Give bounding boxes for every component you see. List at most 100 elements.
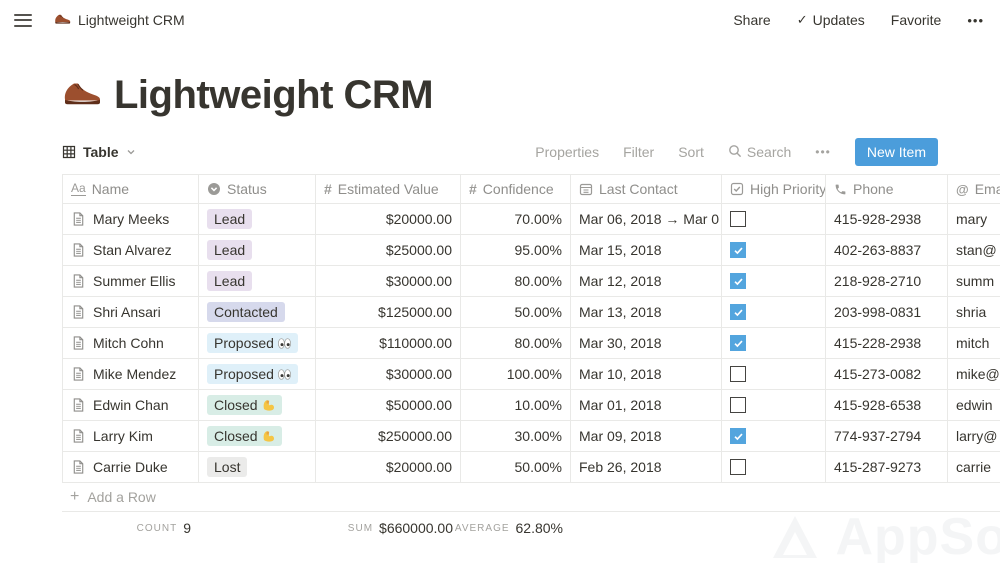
column-header-high-priority[interactable]: High Priority <box>722 174 826 203</box>
phone-cell[interactable]: 415-928-6538 <box>826 390 948 421</box>
estimated-value-cell[interactable]: $30000.00 <box>316 266 461 297</box>
email-cell[interactable]: larry@ <box>948 421 1000 452</box>
name-cell[interactable]: Summer Ellis <box>62 266 199 297</box>
status-cell[interactable]: Lead <box>199 204 316 235</box>
new-item-button[interactable]: New Item <box>854 138 938 166</box>
checkbox-unchecked-icon[interactable] <box>730 366 746 382</box>
search-button[interactable]: Search <box>728 144 791 161</box>
high-priority-cell[interactable] <box>722 266 826 297</box>
checkbox-unchecked-icon[interactable] <box>730 397 746 413</box>
favorite-button[interactable]: Favorite <box>890 12 942 28</box>
status-cell[interactable]: Closed <box>199 390 316 421</box>
phone-cell[interactable]: 402-263-8837 <box>826 235 948 266</box>
phone-cell[interactable]: 218-928-2710 <box>826 266 948 297</box>
last-contact-cell[interactable]: Mar 06, 2018 → Mar 0 <box>571 204 722 235</box>
column-header-confidence[interactable]: # Confidence <box>461 174 571 203</box>
email-cell[interactable]: shria <box>948 297 1000 328</box>
column-header-estimated-value[interactable]: # Estimated Value <box>316 174 461 203</box>
confidence-cell[interactable]: 10.00% <box>461 390 571 421</box>
email-cell[interactable]: mitch <box>948 328 1000 359</box>
high-priority-cell[interactable] <box>722 204 826 235</box>
name-cell[interactable]: Mike Mendez <box>62 359 199 390</box>
high-priority-cell[interactable] <box>722 359 826 390</box>
email-cell[interactable]: mike@ <box>948 359 1000 390</box>
name-cell[interactable]: Shri Ansari <box>62 297 199 328</box>
name-cell[interactable]: Edwin Chan <box>62 390 199 421</box>
name-cell[interactable]: Mitch Cohn <box>62 328 199 359</box>
page-title[interactable]: Lightweight CRM <box>114 73 434 117</box>
phone-cell[interactable]: 415-228-2938 <box>826 328 948 359</box>
checkbox-checked-icon[interactable] <box>730 273 746 289</box>
last-contact-cell[interactable]: Mar 10, 2018 <box>571 359 722 390</box>
add-row-button[interactable]: + Add a Row <box>62 483 1000 512</box>
estimated-value-cell[interactable]: $20000.00 <box>316 204 461 235</box>
filter-button[interactable]: Filter <box>623 144 655 160</box>
column-header-email[interactable]: @ Email <box>948 174 1000 203</box>
hamburger-menu-icon[interactable] <box>14 13 32 27</box>
properties-button[interactable]: Properties <box>535 144 600 160</box>
status-cell[interactable]: Contacted <box>199 297 316 328</box>
confidence-cell[interactable]: 95.00% <box>461 235 571 266</box>
last-contact-cell[interactable]: Mar 30, 2018 <box>571 328 722 359</box>
estimated-value-cell[interactable]: $30000.00 <box>316 359 461 390</box>
toolbar-more-icon[interactable]: ••• <box>815 145 831 159</box>
confidence-cell[interactable]: 50.00% <box>461 452 571 483</box>
email-cell[interactable]: mary <box>948 204 1000 235</box>
checkbox-unchecked-icon[interactable] <box>730 211 746 227</box>
confidence-cell[interactable]: 70.00% <box>461 204 571 235</box>
estimated-value-cell[interactable]: $25000.00 <box>316 235 461 266</box>
last-contact-cell[interactable]: Mar 12, 2018 <box>571 266 722 297</box>
status-cell[interactable]: Proposed <box>199 328 316 359</box>
estimated-value-cell[interactable]: $250000.00 <box>316 421 461 452</box>
phone-cell[interactable]: 415-287-9273 <box>826 452 948 483</box>
status-cell[interactable]: Lost <box>199 452 316 483</box>
email-cell[interactable]: carrie <box>948 452 1000 483</box>
phone-cell[interactable]: 203-998-0831 <box>826 297 948 328</box>
estimated-value-cell[interactable]: $125000.00 <box>316 297 461 328</box>
last-contact-cell[interactable]: Mar 01, 2018 <box>571 390 722 421</box>
confidence-cell[interactable]: 100.00% <box>461 359 571 390</box>
count-aggregate[interactable]: COUNT 9 <box>136 520 191 536</box>
estimated-value-cell[interactable]: $20000.00 <box>316 452 461 483</box>
updates-button[interactable]: ✓ Updates <box>796 12 865 28</box>
column-header-name[interactable]: Aa Name <box>62 174 199 203</box>
name-cell[interactable]: Larry Kim <box>62 421 199 452</box>
high-priority-cell[interactable] <box>722 421 826 452</box>
checkbox-checked-icon[interactable] <box>730 242 746 258</box>
name-cell[interactable]: Mary Meeks <box>62 204 199 235</box>
high-priority-cell[interactable] <box>722 297 826 328</box>
phone-cell[interactable]: 774-937-2794 <box>826 421 948 452</box>
status-cell[interactable]: Proposed <box>199 359 316 390</box>
last-contact-cell[interactable]: Mar 15, 2018 <box>571 235 722 266</box>
column-header-status[interactable]: Status <box>199 174 316 203</box>
breadcrumb[interactable]: Lightweight CRM <box>54 12 185 28</box>
name-cell[interactable]: Stan Alvarez <box>62 235 199 266</box>
view-switcher-table[interactable]: Table <box>62 144 136 160</box>
sum-aggregate[interactable]: SUM $660000.00 <box>347 520 453 536</box>
high-priority-cell[interactable] <box>722 452 826 483</box>
confidence-cell[interactable]: 50.00% <box>461 297 571 328</box>
average-aggregate[interactable]: AVERAGE 62.80% <box>454 520 563 536</box>
high-priority-cell[interactable] <box>722 235 826 266</box>
estimated-value-cell[interactable]: $110000.00 <box>316 328 461 359</box>
more-options-icon[interactable]: ••• <box>967 12 984 28</box>
checkbox-checked-icon[interactable] <box>730 428 746 444</box>
email-cell[interactable]: stan@ <box>948 235 1000 266</box>
column-header-phone[interactable]: Phone <box>826 174 948 203</box>
phone-cell[interactable]: 415-273-0082 <box>826 359 948 390</box>
name-cell[interactable]: Carrie Duke <box>62 452 199 483</box>
confidence-cell[interactable]: 80.00% <box>461 328 571 359</box>
confidence-cell[interactable]: 80.00% <box>461 266 571 297</box>
email-cell[interactable]: summ <box>948 266 1000 297</box>
email-cell[interactable]: edwin <box>948 390 1000 421</box>
sort-button[interactable]: Sort <box>678 144 704 160</box>
checkbox-checked-icon[interactable] <box>730 304 746 320</box>
high-priority-cell[interactable] <box>722 328 826 359</box>
share-button[interactable]: Share <box>733 12 771 28</box>
column-header-last-contact[interactable]: Last Contact <box>571 174 722 203</box>
last-contact-cell[interactable]: Feb 26, 2018 <box>571 452 722 483</box>
last-contact-cell[interactable]: Mar 13, 2018 <box>571 297 722 328</box>
estimated-value-cell[interactable]: $50000.00 <box>316 390 461 421</box>
high-priority-cell[interactable] <box>722 390 826 421</box>
status-cell[interactable]: Lead <box>199 235 316 266</box>
